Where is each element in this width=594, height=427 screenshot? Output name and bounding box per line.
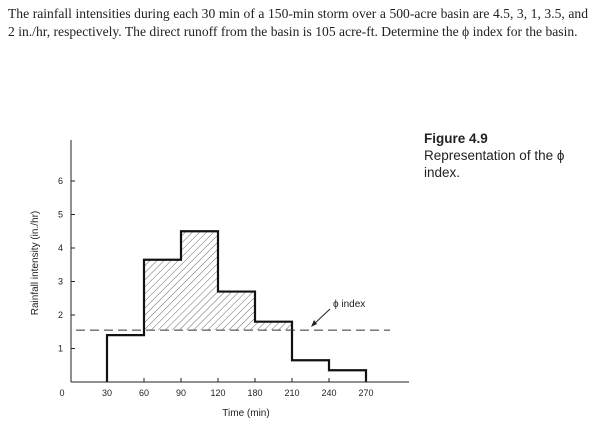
x-tick-label: 240 [321,388,336,398]
phi-index-arrow [312,308,331,326]
rainfall-step-bar [292,360,329,382]
rainfall-step-bar [107,335,144,382]
phi-index-line-group [76,308,390,331]
rainfall-step-outline [105,230,368,382]
x-tick-label: 180 [247,388,262,398]
figure-caption: Figure 4.9 Representation of the ϕ index… [424,130,589,181]
figure-number: Figure 4.9 [424,131,488,146]
excess-hatch [144,259,181,331]
x-tick-label: 210 [284,388,299,398]
phi-index-arrowhead [311,320,317,327]
y-tick-label: 4 [58,243,63,253]
rainfall-step-bar [329,370,366,382]
excess-rainfall-area [144,231,292,331]
excess-hatch [218,291,255,331]
excess-hatch [181,231,218,331]
x-tick-label: 30 [102,388,112,398]
x-tick-label: 120 [210,388,225,398]
chart-axes [70,140,409,383]
y-tick-label: 5 [58,210,63,220]
y-tick-label: 2 [58,310,63,320]
y-tick-label: 1 [58,344,63,354]
y-tick-label: 3 [58,277,63,287]
excess-hatch [255,321,292,331]
y-tick-label: 6 [58,176,63,186]
figure-caption-text: Representation of the ϕ index. [424,148,565,180]
x-tick-label: 90 [176,388,186,398]
rainfall-step-bar [255,322,292,382]
y-axis-ticks: 1 2 3 4 5 6 [58,176,75,354]
x-tick-label: 60 [139,388,149,398]
y-axis-label: Rainfall intensity (in./hr) [30,211,41,315]
x-axis-ticks: 0 30 60 90 120 180 210 240 270 [59,378,374,398]
problem-statement: The rainfall intensities during each 30 … [8,6,588,39]
rainfall-steps [105,230,368,382]
x-axis-label: Time (min) [222,408,269,419]
x-tick-label: 0 [59,388,64,398]
x-tick-label: 270 [358,388,373,398]
phi-index-label: ϕ index [333,299,365,310]
